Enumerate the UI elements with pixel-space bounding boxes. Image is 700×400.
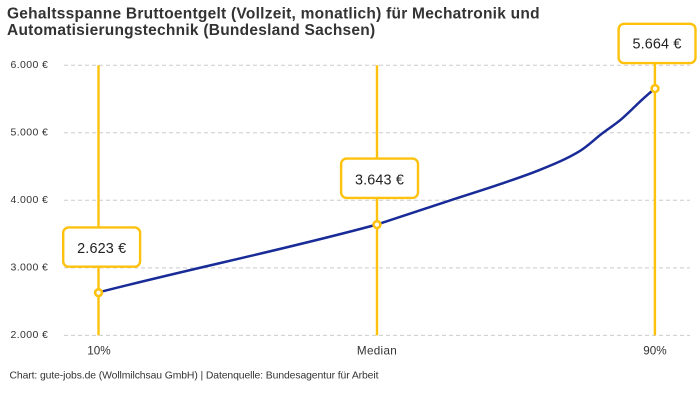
svg-text:5.000 €: 5.000 € [10,126,48,138]
svg-text:2.000 €: 2.000 € [10,329,48,341]
svg-text:4.000 €: 4.000 € [10,194,48,206]
svg-text:10%: 10% [87,345,110,358]
svg-text:Automatisierungstechnik (Bunde: Automatisierungstechnik (Bundesland Sach… [7,22,375,39]
svg-text:Chart: gute-jobs.de (Wollmilch: Chart: gute-jobs.de (Wollmilchsau GmbH) … [10,371,379,382]
svg-text:6.000 €: 6.000 € [10,59,48,71]
svg-text:3.643 €: 3.643 € [355,172,404,188]
svg-text:Gehaltsspanne Bruttoentgelt (V: Gehaltsspanne Bruttoentgelt (Vollzeit, m… [7,6,540,23]
svg-text:90%: 90% [643,345,666,358]
svg-text:5.664 €: 5.664 € [632,37,681,53]
svg-text:Median: Median [357,345,397,358]
svg-text:3.000 €: 3.000 € [10,262,48,274]
svg-text:2.623 €: 2.623 € [77,241,126,257]
